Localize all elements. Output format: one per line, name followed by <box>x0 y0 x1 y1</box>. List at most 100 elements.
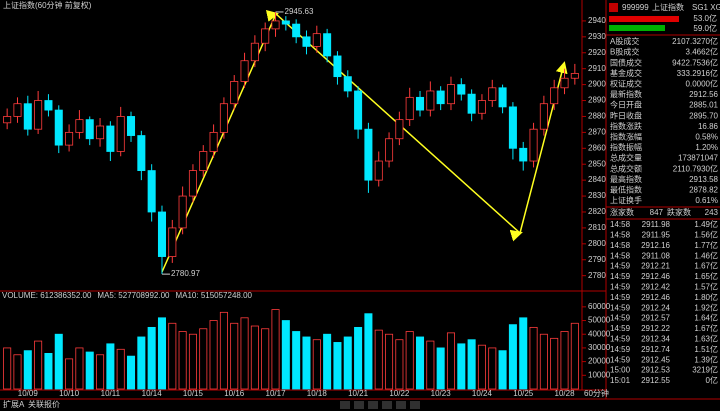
candle-body <box>188 170 197 197</box>
tick-time: 14:59 <box>610 303 631 312</box>
volume-bar <box>302 336 311 390</box>
toolbar-icon[interactable] <box>382 401 392 409</box>
volume-bar <box>416 336 425 390</box>
volume-bar <box>261 328 270 390</box>
stat-value: 0.58% <box>695 133 718 142</box>
volume-bar <box>519 317 528 390</box>
tick-volume: 1.65亿 <box>694 271 718 281</box>
toolbar-icon[interactable] <box>368 401 378 409</box>
toolbar-icon[interactable] <box>396 401 406 409</box>
stat-label: 最高指数 <box>610 174 642 184</box>
y-tick-label: 2860 <box>588 143 606 152</box>
candle-body <box>219 103 228 133</box>
quote-tags: SG1 XG1 <box>692 3 720 12</box>
quote-name: 上证指数 <box>652 2 684 12</box>
x-tick-label: 10/09 <box>18 389 39 398</box>
candle-body <box>96 125 105 140</box>
y-tick-label: 2910 <box>588 64 606 73</box>
volume-bar <box>457 343 466 390</box>
tick-time: 14:58 <box>610 231 631 240</box>
candle-body <box>436 90 445 105</box>
breadth-value: 847 <box>650 208 664 217</box>
volume-bar <box>116 348 125 390</box>
volume-bar <box>65 358 74 390</box>
volume-bar <box>323 333 332 390</box>
stat-value: 2912.56 <box>689 90 718 99</box>
stat-value: 333.2916亿 <box>677 68 718 78</box>
candle-body <box>147 170 156 213</box>
tick-price: 2911.98 <box>642 220 671 229</box>
tick-volume: 0亿 <box>706 375 718 385</box>
x-tick-label: 10/28 <box>555 389 576 398</box>
candle-body <box>116 116 125 152</box>
tick-time: 14:59 <box>610 335 631 344</box>
tick-volume: 1.64亿 <box>694 313 718 323</box>
stat-label: 指数涨跌 <box>610 121 642 131</box>
volume-bar <box>127 355 136 390</box>
volume-bar <box>3 347 12 390</box>
volume-bar <box>498 350 507 390</box>
status-item[interactable]: 扩展A <box>3 399 25 409</box>
volume-bar <box>488 347 497 390</box>
stat-label: 指数涨幅 <box>610 132 642 142</box>
x-tick-label: 10/15 <box>183 389 204 398</box>
tick-price: 2912.46 <box>641 293 670 302</box>
candle-body <box>385 138 394 162</box>
candle-body <box>302 36 311 47</box>
tick-time: 14:59 <box>610 293 631 302</box>
candle-body <box>199 151 208 171</box>
tick-volume: 3219亿 <box>692 365 718 375</box>
y-tick-label: 30000 <box>588 343 611 352</box>
x-tick-label: 10/16 <box>224 389 245 398</box>
status-item[interactable]: 关联报价 <box>28 399 60 409</box>
tick-price: 2912.34 <box>641 335 670 344</box>
candle-body <box>75 119 84 133</box>
stat-value: 2885.01 <box>689 101 718 110</box>
candle-body <box>3 116 12 124</box>
x-tick-label: 10/23 <box>431 389 452 398</box>
stat-label: 上证换手 <box>610 195 642 205</box>
stat-label: B股成交 <box>610 47 639 57</box>
tick-price: 2912.16 <box>641 241 670 250</box>
toolbar-icon[interactable] <box>340 401 350 409</box>
y-tick-label: 2930 <box>588 32 606 41</box>
volume-bar <box>85 351 94 390</box>
volume-bar <box>96 354 105 390</box>
candle-body <box>508 106 517 149</box>
volume-bar <box>550 337 559 390</box>
tick-volume: 1.63亿 <box>694 334 718 344</box>
breadth-label: 跌家数 <box>667 207 691 217</box>
volume-bar <box>219 311 228 390</box>
volume-bar <box>157 317 166 390</box>
volume-bar <box>292 331 301 390</box>
volume-bar <box>446 332 455 390</box>
y-tick-label: 2890 <box>588 96 606 105</box>
stat-label: 基金成交 <box>610 68 642 78</box>
stat-value: 1.20% <box>695 143 718 152</box>
candle-body <box>529 128 538 162</box>
tick-price: 2911.08 <box>642 251 671 260</box>
volume-bar <box>570 322 579 390</box>
candle-body <box>34 100 43 130</box>
y-tick-label: 2820 <box>588 207 606 216</box>
volume-bar <box>75 347 84 390</box>
stat-value: 2110.7930亿 <box>673 163 718 173</box>
candle-body <box>333 55 342 78</box>
stat-value: 16.86 <box>698 122 719 131</box>
tick-price: 2912.22 <box>641 324 670 333</box>
stat-value: 0.0000亿 <box>686 79 718 89</box>
stat-label: 总成交额 <box>610 163 642 173</box>
candle-body <box>488 87 497 101</box>
stat-label: 最新指数 <box>610 89 642 99</box>
volume-bar <box>385 333 394 390</box>
toolbar-icon[interactable] <box>410 401 420 409</box>
volume-bar <box>23 350 32 390</box>
candle-body <box>457 84 466 95</box>
candle-body <box>178 195 187 229</box>
stat-label: 指数振幅 <box>610 142 642 152</box>
volume-bar <box>271 309 280 390</box>
candle-body <box>405 96 414 121</box>
candle-body <box>230 81 239 105</box>
tick-volume: 1.92亿 <box>694 302 718 312</box>
toolbar-icon[interactable] <box>354 401 364 409</box>
